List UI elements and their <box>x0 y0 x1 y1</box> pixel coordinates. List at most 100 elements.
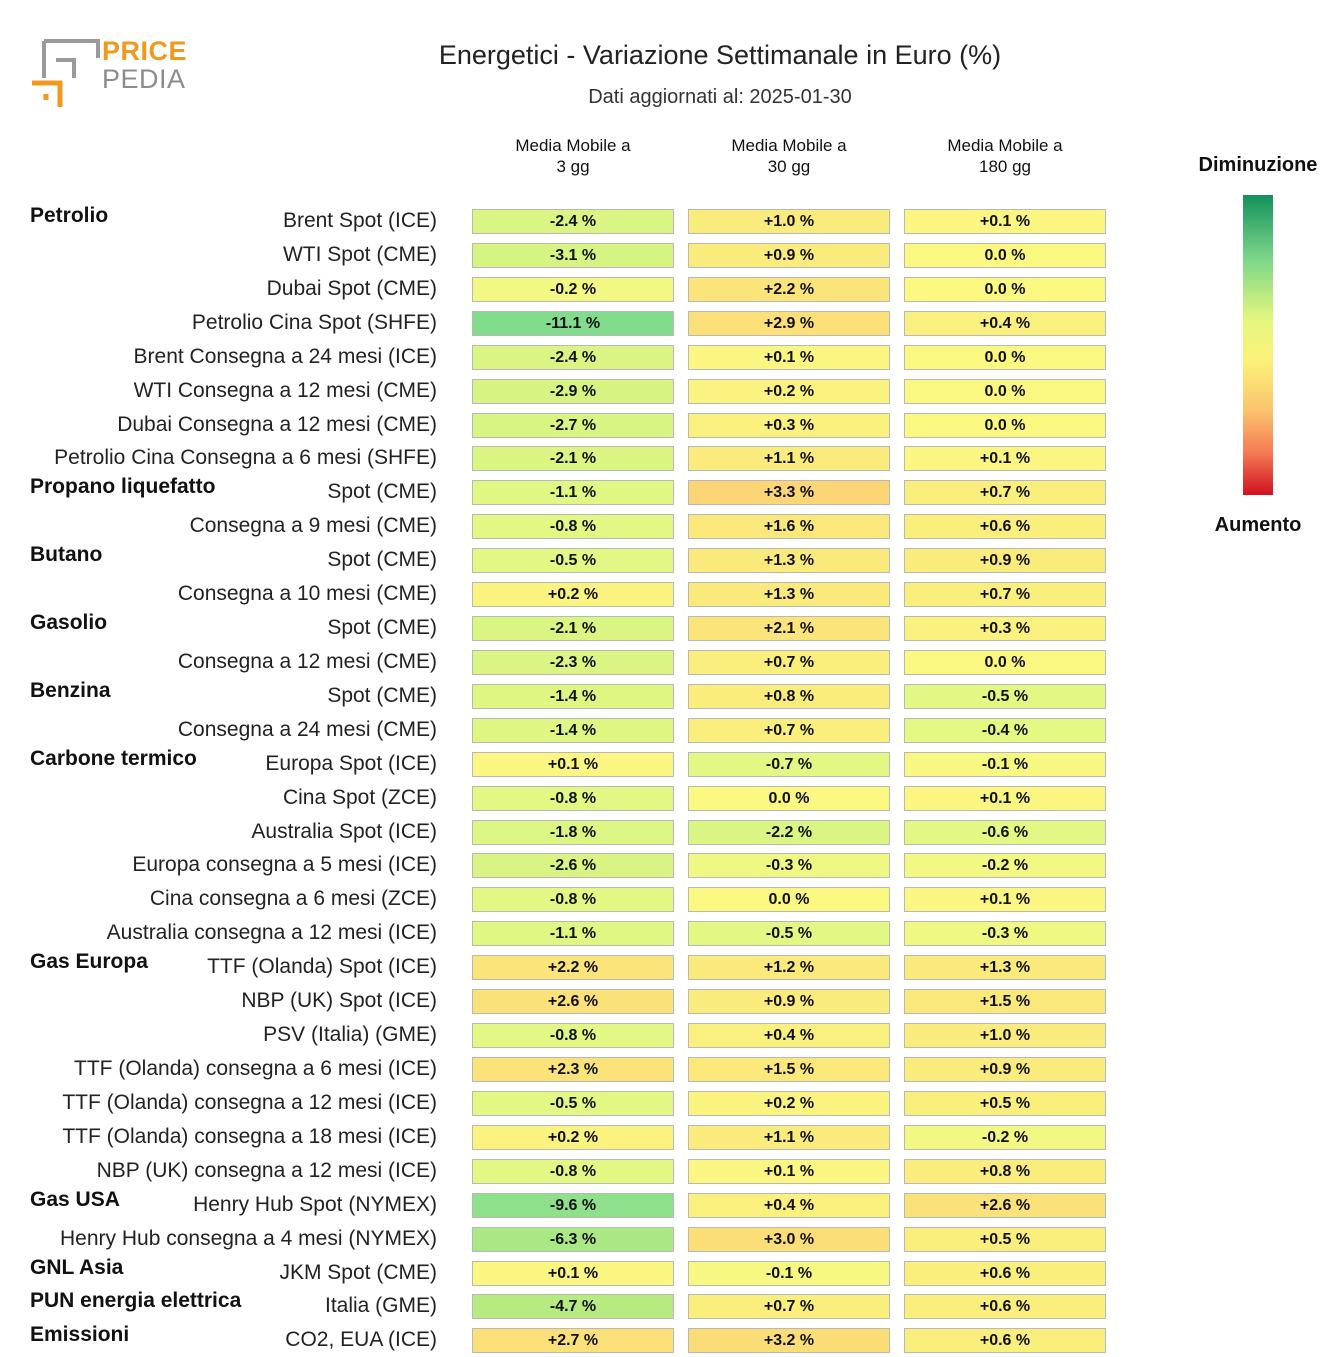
heatmap-cell: -0.2 % <box>472 276 674 302</box>
heatmap-cell: +2.7 % <box>472 1328 674 1354</box>
row-label: Cina consegna a 6 mesi (ZCE) <box>149 887 437 911</box>
heatmap-cell: +0.1 % <box>688 344 890 370</box>
row-label: Dubai Spot (CME) <box>266 276 437 300</box>
heatmap-cell: -0.5 % <box>688 921 890 947</box>
heatmap-cell: -0.2 % <box>904 1124 1106 1150</box>
heatmap-cell: +0.4 % <box>688 1023 890 1049</box>
heatmap-cell: -2.7 % <box>472 412 674 438</box>
heatmap-cell: +1.1 % <box>688 1124 890 1150</box>
heatmap-cell: +0.6 % <box>904 1294 1106 1320</box>
category-label-propano-liquefatto: Propano liquefatto <box>30 475 216 499</box>
row-label: Consegna a 12 mesi (CME) <box>177 649 437 673</box>
row-label: Cina Spot (ZCE) <box>282 785 437 809</box>
heatmap-cell: +0.5 % <box>904 1226 1106 1252</box>
heatmap-cell: -4.7 % <box>472 1294 674 1320</box>
row-label: WTI Consegna a 12 mesi (CME) <box>133 378 437 402</box>
logo-pedia-text: PEDIA <box>102 64 186 94</box>
heatmap-cell: +1.5 % <box>688 1057 890 1082</box>
category-label-butano: Butano <box>30 543 103 567</box>
heatmap-cell: -2.4 % <box>472 209 674 234</box>
heatmap-cell: -3.1 % <box>472 242 674 268</box>
heatmap-cell: -0.1 % <box>904 751 1106 777</box>
legend-bottom-label: Aumento <box>1214 514 1302 536</box>
heatmap-cell: +0.2 % <box>688 1090 890 1116</box>
heatmap-cell: +0.1 % <box>904 446 1106 472</box>
heatmap-cell: -0.1 % <box>688 1260 890 1286</box>
column-header-30gg: Media Mobile a 30 gg <box>731 136 847 176</box>
heatmap-cell: +3.0 % <box>688 1226 890 1252</box>
row-label: Consegna a 9 mesi (CME) <box>189 514 437 538</box>
row-label: TTF (Olanda) consegna a 6 mesi (ICE) <box>74 1057 437 1080</box>
heatmap-cell: 0.0 % <box>688 785 890 811</box>
heatmap-cell: 0.0 % <box>904 378 1106 404</box>
heatmap-cell: 0.0 % <box>904 649 1106 675</box>
row-label: WTI Spot (CME) <box>282 242 437 266</box>
row-label: TTF (Olanda) consegna a 18 mesi (ICE) <box>62 1124 437 1148</box>
heatmap-cell: -0.8 % <box>472 1158 674 1184</box>
heatmap-cell: +0.1 % <box>904 209 1106 234</box>
heatmap-cell: +1.2 % <box>688 955 890 981</box>
heatmap-cell: +1.3 % <box>688 582 890 608</box>
heatmap-cell: +2.2 % <box>688 276 890 302</box>
heatmap-cell: 0.0 % <box>904 242 1106 268</box>
heatmap-cell: +0.1 % <box>688 1158 890 1184</box>
heatmap-cell: -6.3 % <box>472 1226 674 1252</box>
heatmap-cell: +2.3 % <box>472 1057 674 1082</box>
chart-title: Energetici - Variazione Settimanale in E… <box>438 40 1002 70</box>
heatmap-cell: -2.2 % <box>688 819 890 845</box>
category-label-gasolio: Gasolio <box>30 611 108 635</box>
heatmap-cell: -2.9 % <box>472 378 674 404</box>
heatmap-cell: +1.0 % <box>904 1023 1106 1049</box>
heatmap-cell: +0.7 % <box>904 582 1106 608</box>
heatmap-cell: -1.1 % <box>472 480 674 506</box>
heatmap-cell: +0.6 % <box>904 514 1106 540</box>
row-label: Consegna a 24 mesi (CME) <box>177 717 437 741</box>
heatmap-cell: -0.4 % <box>904 717 1106 743</box>
heatmap-cell: 0.0 % <box>904 276 1106 302</box>
row-label: TTF (Olanda) Spot (ICE) <box>207 955 437 979</box>
heatmap-cell: -2.1 % <box>472 446 674 472</box>
row-label: Australia consegna a 12 mesi (ICE) <box>106 921 437 945</box>
heatmap-cell: +0.6 % <box>904 1328 1106 1354</box>
heatmap-cell: -0.8 % <box>472 514 674 540</box>
heatmap-cell: +2.2 % <box>472 955 674 981</box>
heatmap-cell: -0.7 % <box>688 751 890 777</box>
legend-color-bar <box>1243 195 1273 495</box>
column-header-3gg: Media Mobile a 3 gg <box>515 136 631 176</box>
heatmap-cell: -0.3 % <box>688 853 890 879</box>
category-label-gas-europa: Gas Europa <box>30 950 148 974</box>
heatmap-cell: 0.0 % <box>688 887 890 913</box>
heatmap-cell: +0.9 % <box>904 1057 1106 1082</box>
heatmap-cell: -2.4 % <box>472 344 674 370</box>
heatmap-cell: +0.4 % <box>688 1192 890 1218</box>
heatmap-cell: +0.4 % <box>904 310 1106 336</box>
heatmap-cell: +0.9 % <box>688 989 890 1015</box>
column-header-180gg: Media Mobile a 180 gg <box>947 136 1063 176</box>
category-label-gas-usa: Gas USA <box>30 1187 120 1211</box>
heatmap-cell: +0.7 % <box>688 1294 890 1320</box>
row-label: Europa Spot (ICE) <box>265 751 437 775</box>
row-label: Petrolio Cina Consegna a 6 mesi (SHFE) <box>54 446 437 470</box>
row-label: Henry Hub consegna a 4 mesi (NYMEX) <box>60 1226 437 1250</box>
logo-mark-icon <box>32 39 100 107</box>
heatmap-cell: +0.3 % <box>904 616 1106 642</box>
heatmap-cell: +2.9 % <box>688 310 890 336</box>
heatmap-cell: +0.8 % <box>904 1158 1106 1184</box>
heatmap-cell: +1.3 % <box>688 548 890 574</box>
row-label: CO2, EUA (ICE) <box>285 1328 437 1352</box>
row-label: Petrolio Cina Spot (SHFE) <box>191 310 437 334</box>
heatmap-cell: +0.8 % <box>688 683 890 709</box>
row-label: Dubai Consegna a 12 mesi (CME) <box>117 412 437 436</box>
heatmap-cell: +3.2 % <box>688 1328 890 1354</box>
heatmap-cell: -0.8 % <box>472 887 674 913</box>
heatmap-cell: -0.8 % <box>472 785 674 811</box>
heatmap-cell: +0.2 % <box>688 378 890 404</box>
heatmap-cell: -1.1 % <box>472 921 674 947</box>
heatmap-cell: -2.6 % <box>472 853 674 879</box>
heatmap-cell: 0.0 % <box>904 412 1106 438</box>
row-label: Australia Spot (ICE) <box>251 819 437 843</box>
row-label: Europa consegna a 5 mesi (ICE) <box>132 853 437 877</box>
heatmap-cell: -0.6 % <box>904 819 1106 845</box>
heatmap-cell: +0.5 % <box>904 1090 1106 1116</box>
row-label: Brent Spot (ICE) <box>282 209 437 232</box>
